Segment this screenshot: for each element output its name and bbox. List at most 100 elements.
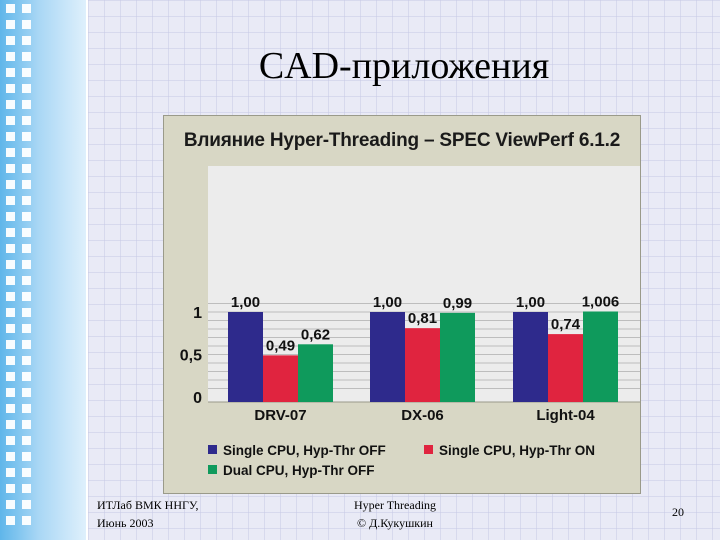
decor-square <box>6 164 15 173</box>
decor-square <box>22 420 31 429</box>
decor-square <box>22 132 31 141</box>
bar <box>228 312 263 402</box>
decor-square <box>22 244 31 253</box>
bar <box>583 311 618 402</box>
decor-square <box>22 196 31 205</box>
slide-title: CAD-приложения <box>258 45 550 87</box>
bar-value-label: 0,74 <box>551 316 581 333</box>
footer-date: Июнь 2003 <box>97 516 154 530</box>
decor-square <box>6 36 15 45</box>
decor-square <box>22 452 31 461</box>
left-decorative-band <box>0 0 86 540</box>
decor-square <box>6 404 15 413</box>
decor-square <box>6 100 15 109</box>
decor-square <box>22 4 31 13</box>
chart-panel: Влияние Hyper-Threading – SPEC ViewPerf … <box>163 115 641 494</box>
decor-square <box>6 276 15 285</box>
legend-item: Dual CPU, Hyp-Thr OFF <box>208 463 375 478</box>
decor-square <box>22 500 31 509</box>
legend-label: Dual CPU, Hyp-Thr OFF <box>223 463 375 478</box>
footer-topic: Hyper Threading <box>353 498 437 512</box>
bar-value-label: 0,62 <box>301 326 330 343</box>
decor-square <box>6 420 15 429</box>
category-label: Light-04 <box>536 407 595 424</box>
decor-square <box>6 468 15 477</box>
decor-square <box>6 292 15 301</box>
decor-square <box>22 116 31 125</box>
bar-value-label: 1,00 <box>373 294 402 311</box>
legend-label: Single CPU, Hyp-Thr OFF <box>223 443 386 458</box>
decor-square <box>22 148 31 157</box>
decor-square <box>22 228 31 237</box>
legend-swatch <box>424 445 433 454</box>
decor-square <box>22 52 31 61</box>
decor-square <box>22 20 31 29</box>
decor-square <box>22 468 31 477</box>
bar <box>298 344 333 402</box>
decor-square <box>22 212 31 221</box>
decor-square <box>6 132 15 141</box>
decor-square <box>6 212 15 221</box>
footer-left: ИТЛаб ВМК ННГУ, Июнь 2003 <box>97 496 198 532</box>
legend-swatch <box>208 465 217 474</box>
decor-square <box>6 4 15 13</box>
decor-square <box>6 20 15 29</box>
decor-square <box>22 388 31 397</box>
category-strip <box>164 402 640 442</box>
bar <box>405 328 440 402</box>
bar-value-label: 1,00 <box>231 294 260 311</box>
bar-value-label: 0,49 <box>266 337 295 354</box>
y-tick-label: 0,5 <box>180 348 202 365</box>
decor-square <box>6 148 15 157</box>
y-tick-label: 1 <box>193 305 202 322</box>
decor-square <box>22 100 31 109</box>
category-label: DRV-07 <box>254 407 306 424</box>
legend-item: Single CPU, Hyp-Thr OFF <box>208 443 386 458</box>
decor-square <box>6 436 15 445</box>
bar-value-label: 1,00 <box>516 294 545 311</box>
decor-square <box>22 372 31 381</box>
decor-square <box>6 516 15 525</box>
decor-square <box>6 228 15 237</box>
decor-square <box>22 356 31 365</box>
bar <box>370 312 405 402</box>
chart-title: Влияние Hyper-Threading – SPEC ViewPerf … <box>183 130 621 151</box>
decor-square <box>6 500 15 509</box>
bar <box>263 355 298 402</box>
bar-value-label: 0,81 <box>408 310 437 327</box>
decor-square <box>6 52 15 61</box>
decor-square <box>6 84 15 93</box>
decor-square <box>6 452 15 461</box>
footer-center: Hyper Threading © Д.Кукушкин <box>335 496 455 532</box>
decor-square <box>6 388 15 397</box>
category-label: DX-06 <box>401 407 444 424</box>
square-pattern-left <box>6 4 15 532</box>
legend-swatch <box>208 445 217 454</box>
decor-square <box>22 436 31 445</box>
decor-square <box>6 308 15 317</box>
decor-square <box>22 516 31 525</box>
bar-value-label: 1,006 <box>582 293 620 310</box>
decor-square <box>22 484 31 493</box>
decor-square <box>22 180 31 189</box>
decor-square <box>22 308 31 317</box>
decor-square <box>6 244 15 253</box>
decor-square <box>22 84 31 93</box>
page-number: 20 <box>672 505 684 519</box>
decor-square <box>22 36 31 45</box>
decor-square <box>22 276 31 285</box>
decor-square <box>6 340 15 349</box>
y-tick-label: 0 <box>193 390 202 407</box>
decor-square <box>22 404 31 413</box>
decor-square <box>22 164 31 173</box>
bar-chart: 0 0,5 1 1,00 0,49 0,62 DRV-07 1,00 0,81 0,99 DX-06… <box>164 166 640 442</box>
square-pattern-right <box>22 4 31 532</box>
bar-value-label: 0,99 <box>443 295 472 312</box>
decor-square <box>22 324 31 333</box>
decor-square <box>22 260 31 269</box>
decor-square <box>6 180 15 189</box>
decor-square <box>22 292 31 301</box>
legend-item: Single CPU, Hyp-Thr ON <box>424 443 595 458</box>
decor-square <box>6 324 15 333</box>
decor-square <box>22 68 31 77</box>
